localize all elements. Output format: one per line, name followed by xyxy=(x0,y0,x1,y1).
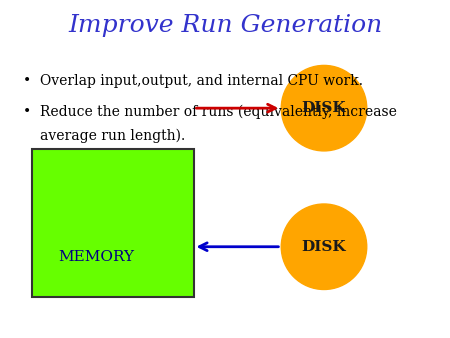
Text: average run length).: average run length). xyxy=(40,128,186,143)
Text: •: • xyxy=(22,74,31,88)
Text: MEMORY: MEMORY xyxy=(58,250,135,264)
Text: Improve Run Generation: Improve Run Generation xyxy=(68,14,382,37)
Text: DISK: DISK xyxy=(302,101,346,115)
Ellipse shape xyxy=(281,66,367,151)
Ellipse shape xyxy=(281,204,367,289)
Text: DISK: DISK xyxy=(302,240,346,254)
Text: Reduce the number of runs (equivalently, increase: Reduce the number of runs (equivalently,… xyxy=(40,105,397,119)
Text: •: • xyxy=(22,105,31,119)
FancyBboxPatch shape xyxy=(32,149,194,297)
Text: Overlap input,output, and internal CPU work.: Overlap input,output, and internal CPU w… xyxy=(40,74,364,88)
